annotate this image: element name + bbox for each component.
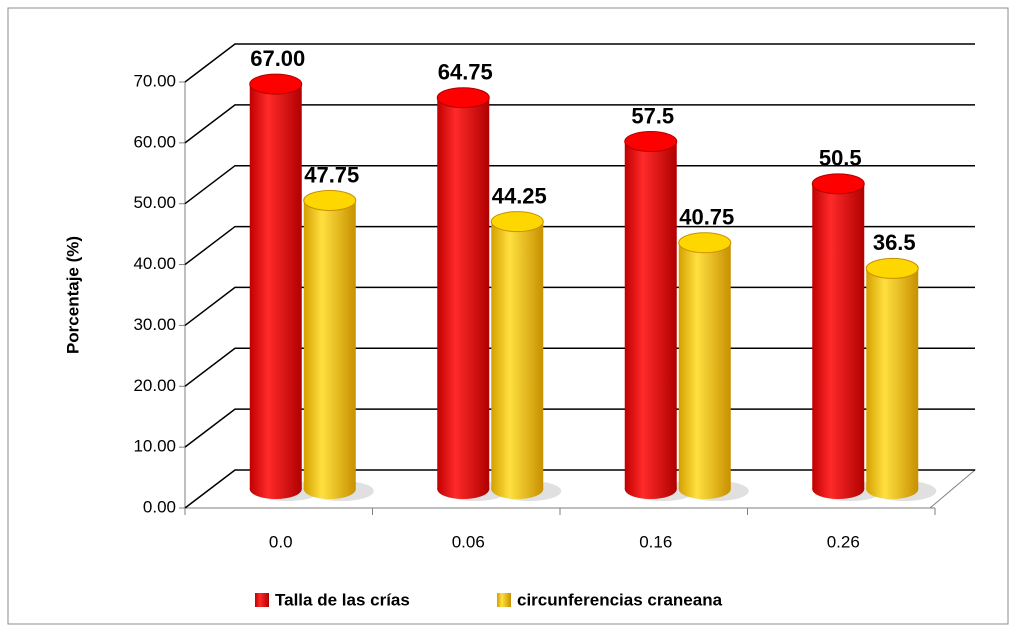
legend-swatch — [255, 593, 269, 607]
y-axis-label: Porcentaje (%) — [63, 236, 82, 354]
bar-top — [865, 257, 919, 279]
bar — [437, 97, 490, 489]
bar — [303, 200, 356, 490]
data-label: 36.5 — [873, 230, 916, 255]
data-label: 64.75 — [438, 60, 493, 85]
x-tick-label: 0.16 — [639, 532, 672, 551]
legend-swatch — [497, 593, 511, 607]
y-tick-label: 10.00 — [133, 437, 176, 456]
x-tick-label: 0.06 — [452, 532, 485, 551]
data-label: 50.5 — [819, 146, 862, 171]
bar-top — [436, 87, 490, 109]
grid-line — [184, 225, 975, 266]
x-tick-label: 0.26 — [827, 532, 860, 551]
y-tick-label: 20.00 — [133, 376, 176, 395]
bar — [491, 221, 544, 489]
data-label: 40.75 — [679, 205, 734, 230]
data-label: 44.25 — [492, 183, 547, 208]
bar — [866, 268, 919, 489]
bar — [249, 84, 302, 489]
bar — [678, 242, 731, 489]
y-tick-label: 0.00 — [143, 497, 176, 516]
legend-label: Talla de las crías — [275, 590, 410, 609]
bar — [812, 183, 865, 490]
bar-top — [490, 211, 544, 233]
y-tick-label: 70.00 — [133, 71, 176, 90]
bar-top — [624, 131, 678, 153]
data-label: 57.5 — [631, 103, 674, 128]
bar — [624, 141, 677, 490]
data-label: 47.75 — [304, 162, 359, 187]
bar-top — [249, 73, 303, 95]
legend-label: circunferencias craneana — [517, 590, 723, 609]
grid-line — [184, 164, 975, 205]
y-tick-label: 40.00 — [133, 254, 176, 273]
bar-top — [678, 232, 732, 254]
y-tick-label: 50.00 — [133, 193, 176, 212]
y-tick-label: 60.00 — [133, 132, 176, 151]
x-tick-label: 0.0 — [269, 532, 293, 551]
bar-top — [811, 173, 865, 195]
y-tick-label: 30.00 — [133, 315, 176, 334]
bar-top — [303, 189, 357, 211]
grid-line — [184, 104, 975, 144]
data-label: 67.00 — [250, 46, 305, 71]
grid-line — [184, 43, 975, 83]
